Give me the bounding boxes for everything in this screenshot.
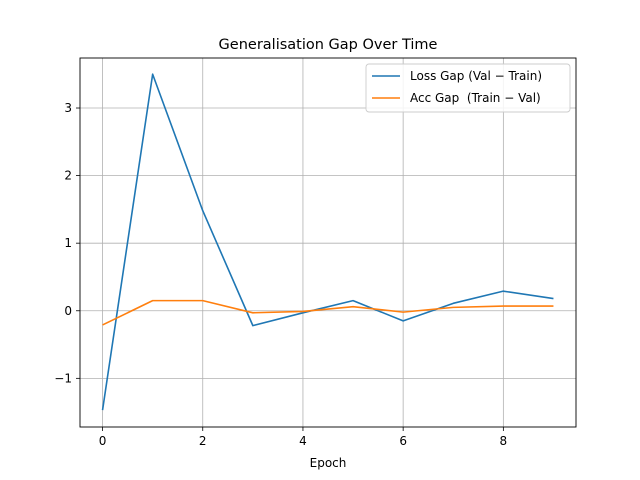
- x-tick-label: 0: [99, 434, 107, 448]
- chart-title: Generalisation Gap Over Time: [219, 37, 438, 53]
- ticks: 0 2 4 6 8 −1 0 1 2 3: [54, 101, 507, 448]
- series-layer: [101, 73, 554, 411]
- series-line-2: [102, 299, 554, 326]
- x-tick-label: 6: [399, 434, 407, 448]
- series-line-1: [101, 73, 554, 411]
- y-tick-label: 0: [64, 304, 72, 318]
- x-tick-label: 4: [299, 434, 307, 448]
- x-tick-label: 2: [199, 434, 207, 448]
- y-tick-label: −1: [54, 371, 72, 385]
- x-tick-label: 8: [500, 434, 508, 448]
- plot-frame: [79, 57, 577, 428]
- legend-label-2: Acc Gap (Train − Val): [410, 91, 541, 105]
- y-tick-label: 2: [64, 169, 72, 183]
- y-tick-label: 3: [64, 101, 72, 115]
- legend-label-1: Loss Gap (Val − Train): [410, 69, 542, 83]
- legend-box: [365, 63, 571, 113]
- x-axis-label: Epoch: [310, 456, 347, 470]
- legend: Loss Gap (Val − Train) Acc Gap (Train − V…: [365, 63, 571, 113]
- y-tick-label: 1: [64, 236, 72, 250]
